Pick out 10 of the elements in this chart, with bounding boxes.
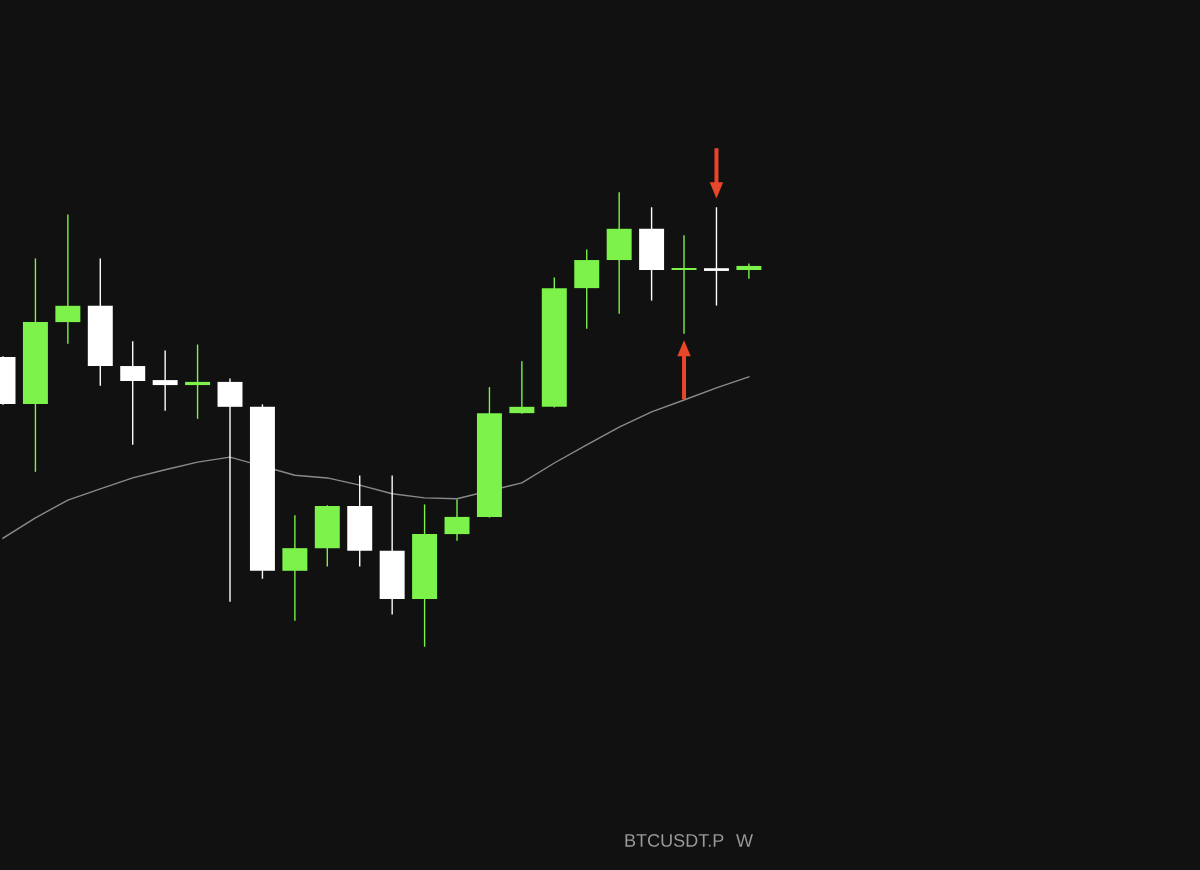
candlestick xyxy=(152,350,178,411)
candlestick xyxy=(509,361,535,414)
text: W xyxy=(736,834,753,847)
candlestick xyxy=(703,207,729,306)
candlestick xyxy=(671,235,697,334)
candlestick xyxy=(217,378,243,602)
candlestick xyxy=(185,344,211,419)
text: BTCUSDT.P xyxy=(625,834,724,847)
candlestick xyxy=(736,263,762,279)
candlestick xyxy=(55,214,81,344)
